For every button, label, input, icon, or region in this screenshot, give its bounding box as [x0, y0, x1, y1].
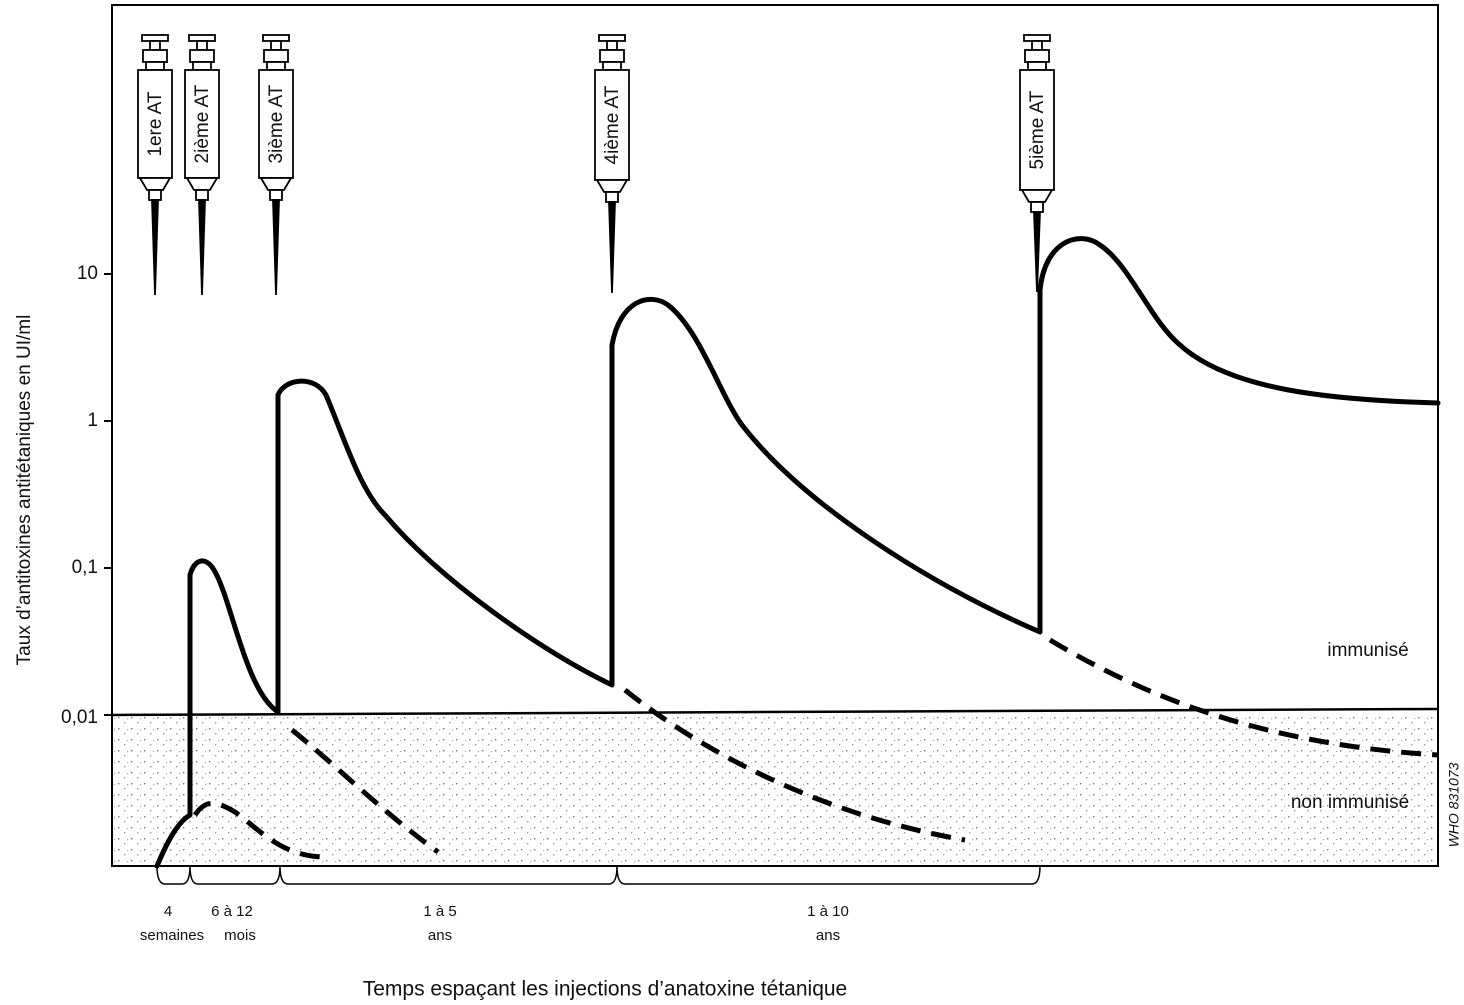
decay-extrapolation	[1048, 637, 1439, 758]
y-tick-label: 1	[87, 410, 98, 431]
syringes: 1ere AT 2ième AT 3ième AT 4ième AT 5ième AT	[137, 34, 1055, 296]
interval-value: 6 à 12	[211, 903, 253, 920]
syringe-neck	[595, 179, 629, 193]
syringe	[258, 34, 294, 296]
syringe-plunger	[188, 34, 216, 42]
syringe-flange	[142, 49, 168, 63]
syringe-collar	[602, 61, 622, 71]
zone-label: non immunisé	[1291, 792, 1409, 813]
interval-value: 4	[164, 903, 172, 920]
syringe-collar	[1027, 61, 1047, 71]
injection-label: 2ième AT	[192, 84, 213, 163]
interval-value: 1 à 10	[807, 903, 849, 920]
syringe-neck	[1020, 189, 1054, 203]
decay-extrapolation	[192, 800, 323, 860]
injection-label: 1ere AT	[145, 91, 166, 157]
syringe-needle	[1033, 211, 1041, 293]
y-axis-title: Taux d’antitoxines antitétaniques en UI/…	[14, 315, 35, 666]
interval-value: 1 à 5	[423, 903, 456, 920]
syringe-needle	[198, 199, 206, 296]
antitoxin-curve	[154, 236, 1441, 869]
syringe-body	[137, 69, 173, 179]
y-tick-label: 0,1	[72, 557, 98, 578]
tick-marks	[104, 273, 112, 716]
syringe	[594, 34, 630, 294]
injection-label: 5ième AT	[1027, 90, 1048, 169]
syringe-hub	[605, 191, 619, 203]
syringe-hub	[195, 189, 209, 201]
syringe-needle	[608, 201, 616, 294]
syringe-hub	[269, 189, 283, 201]
syringe-plunger	[262, 34, 290, 42]
syringe-plunger	[606, 40, 618, 51]
non-immune-area	[112, 713, 1438, 866]
syringe-flange	[189, 49, 215, 63]
threshold-line	[111, 707, 1439, 717]
syringe-body	[1019, 69, 1055, 191]
interval-brackets	[156, 865, 1041, 885]
syringe-flange	[263, 49, 289, 63]
y-tick-label: 0,01	[61, 707, 98, 728]
syringe-neck	[138, 177, 172, 191]
syringe	[1019, 34, 1055, 293]
decay-extrapolation	[290, 728, 440, 855]
interval-unit: ans	[428, 927, 452, 944]
syringe-plunger	[1023, 34, 1051, 42]
syringe-hub	[148, 189, 162, 201]
syringe-plunger	[141, 34, 169, 42]
zone-label: immunisé	[1327, 640, 1408, 661]
syringe-flange	[599, 49, 625, 63]
syringe-collar	[192, 61, 212, 71]
injection-label: 3ième AT	[266, 84, 287, 163]
syringe-neck	[259, 177, 293, 191]
x-axis-title: Temps espaçant les injections d’anatoxin…	[363, 978, 847, 1001]
injection-label: 4ième AT	[602, 85, 623, 164]
y-tick-label: 10	[77, 263, 98, 284]
syringe-plunger	[598, 34, 626, 42]
decay-extrapolation	[623, 688, 966, 843]
syringe-plunger	[196, 40, 208, 51]
syringe-collar	[145, 61, 165, 71]
syringe	[184, 34, 220, 296]
syringe-plunger	[149, 40, 161, 51]
interval-labels: 4 semaines 6 à 12 mois 1 à 5 ans 1 à 10 ans	[140, 903, 849, 944]
plot-frame	[111, 4, 1439, 867]
interval-unit: ans	[816, 927, 840, 944]
syringe-body	[184, 69, 220, 179]
syringe-plunger	[270, 40, 282, 51]
interval-unit: mois	[224, 927, 256, 944]
syringe-flange	[1024, 49, 1050, 63]
syringe-body	[594, 69, 630, 181]
interval-unit: semaines	[140, 927, 204, 944]
syringe-neck	[185, 177, 219, 191]
syringe-plunger	[1031, 40, 1043, 51]
syringe-needle	[272, 199, 280, 296]
syringe	[137, 34, 173, 296]
syringe-needle	[151, 199, 159, 296]
syringe-collar	[266, 61, 286, 71]
syringe-hub	[1030, 201, 1044, 213]
figure-code: WHO 831073	[1446, 762, 1462, 847]
